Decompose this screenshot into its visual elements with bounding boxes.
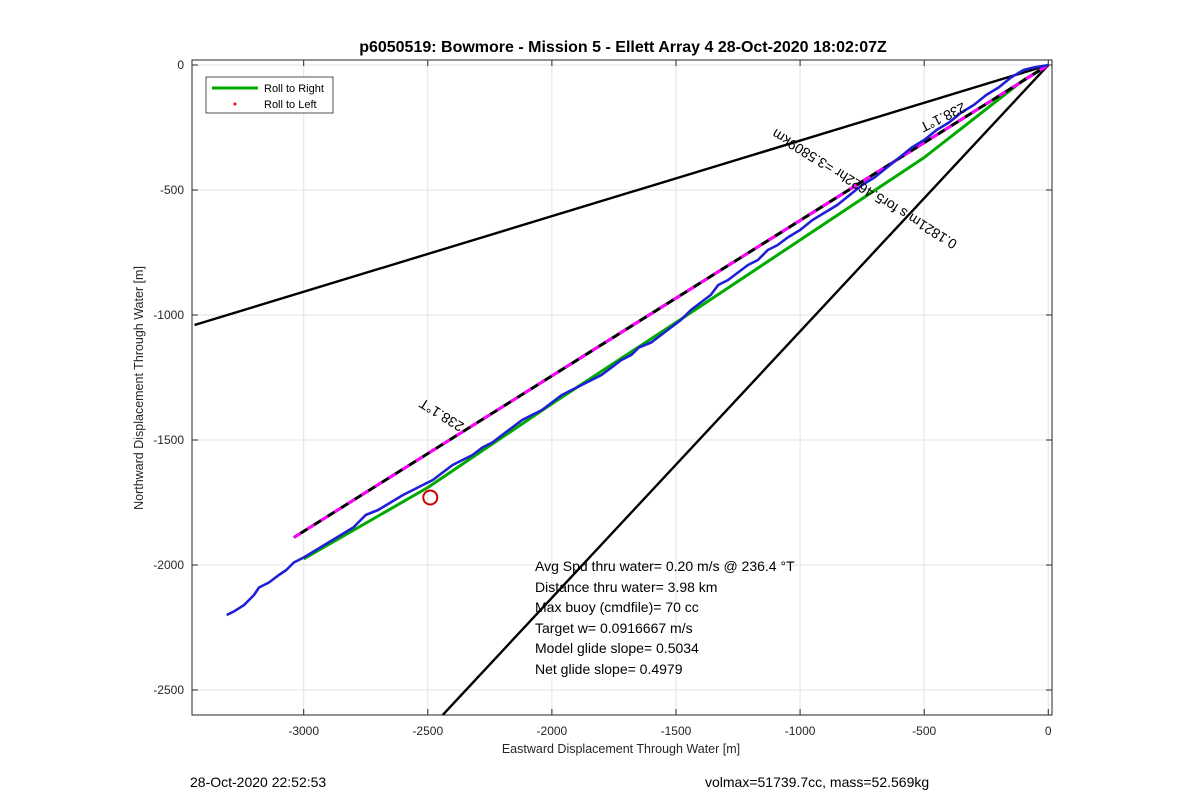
glider-track-line xyxy=(226,63,1049,617)
y-tick-label: -2500 xyxy=(153,683,184,697)
stat-net-glide: Net glide slope= 0.4979 xyxy=(535,661,683,677)
footer-timestamp: 28-Oct-2020 22:52:53 xyxy=(190,774,326,790)
stats-block: Avg Spd thru water= 0.20 m/s @ 236.4 °T … xyxy=(535,558,795,677)
x-tick-label: -2500 xyxy=(412,724,443,738)
stat-avg-speed: Avg Spd thru water= 0.20 m/s @ 236.4 °T xyxy=(535,558,795,574)
legend-label-roll-right: Roll to Right xyxy=(264,83,324,95)
x-tick-label: -500 xyxy=(912,724,936,738)
stat-target-w: Target w= 0.0916667 m/s xyxy=(535,620,693,636)
y-tick-label: 0 xyxy=(177,58,184,72)
y-tick-label: -1000 xyxy=(153,308,184,322)
legend-swatch-roll-left xyxy=(233,102,237,106)
roll-right-track-line xyxy=(302,63,1050,561)
grid xyxy=(192,60,1052,715)
stat-distance: Distance thru water= 3.98 km xyxy=(535,579,717,595)
x-tick-label: -1500 xyxy=(661,724,692,738)
x-tick-label: -3000 xyxy=(288,724,319,738)
y-axis-label: Northward Displacement Through Water [m] xyxy=(132,266,146,510)
stat-max-buoy: Max buoy (cmdfile)= 70 cc xyxy=(535,599,699,615)
x-axis-label: Eastward Displacement Through Water [m] xyxy=(502,742,740,756)
position-marker xyxy=(422,489,439,506)
x-tick-label: -2000 xyxy=(537,724,568,738)
x-tick-label: -1000 xyxy=(785,724,816,738)
footer-volmax-mass: volmax=51739.7cc, mass=52.569kg xyxy=(705,774,929,790)
y-axis: 0 -500 -1000 -1500 -2000 -2500 xyxy=(153,58,1052,697)
bearing-line-dash xyxy=(293,63,1050,539)
bound-lower-line xyxy=(441,64,1050,715)
legend-box xyxy=(205,76,334,114)
bound-upper-line xyxy=(194,63,1049,327)
legend-label-roll-left: Roll to Left xyxy=(264,99,317,111)
y-tick-label: -1500 xyxy=(153,433,184,447)
stat-model-glide: Model glide slope= 0.5034 xyxy=(535,640,699,656)
legend: Roll to Right Roll to Left xyxy=(205,76,334,114)
y-tick-label: -2000 xyxy=(153,558,184,572)
series-layer xyxy=(194,63,1050,715)
chart-title: p6050519: Bowmore - Mission 5 - Ellett A… xyxy=(359,39,887,56)
y-tick-label: -500 xyxy=(160,183,184,197)
x-tick-label: 0 xyxy=(1045,724,1052,738)
x-axis: -3000 -2500 -2000 -1500 -1000 -500 0 xyxy=(288,60,1052,738)
